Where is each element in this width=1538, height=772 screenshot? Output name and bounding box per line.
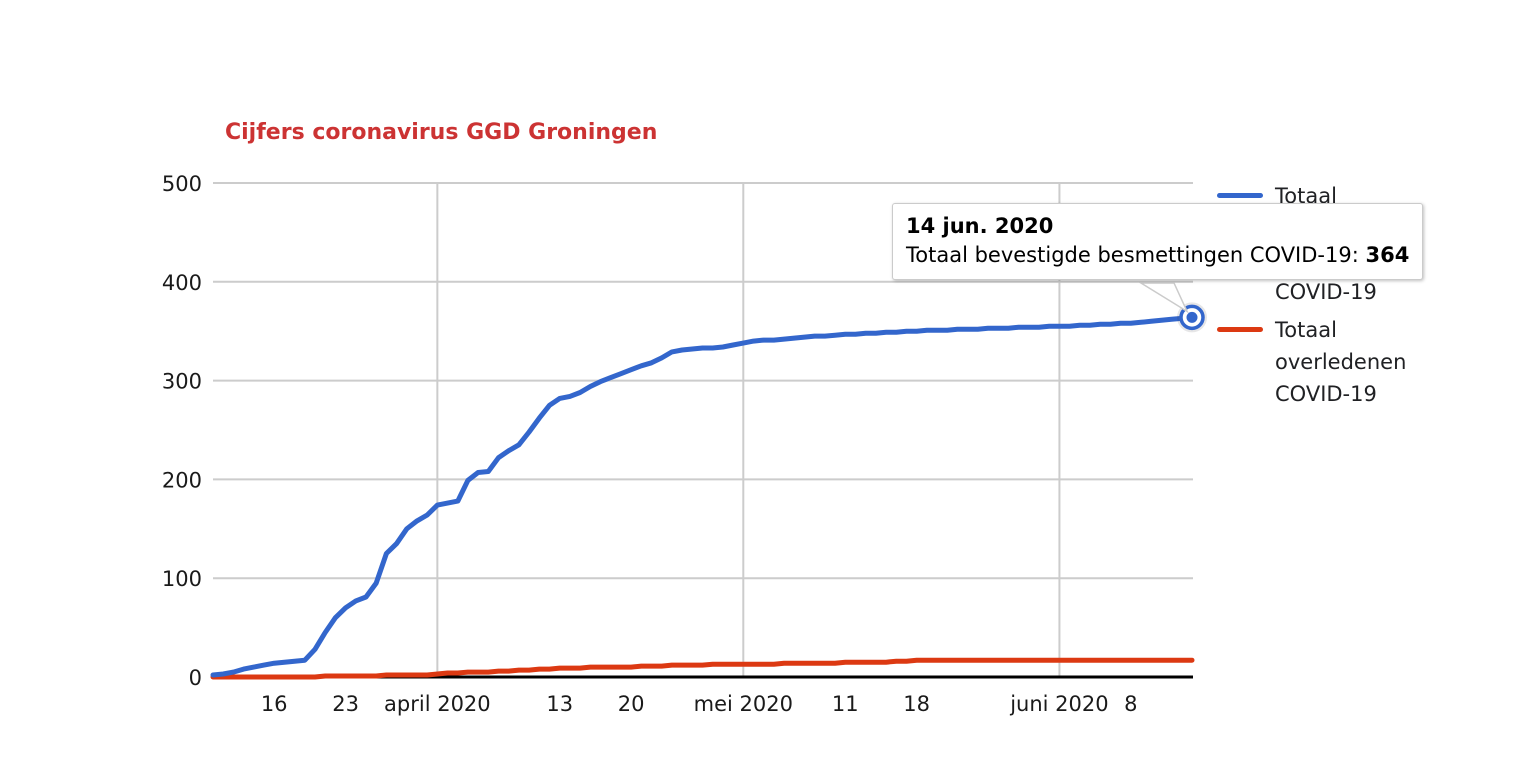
y-tick-label: 400 xyxy=(162,271,202,295)
legend-item-label: Totaal overledenen COVID-19 xyxy=(1275,318,1407,406)
y-tick-label: 300 xyxy=(162,370,202,394)
x-tick-label: 18 xyxy=(903,692,930,716)
tooltip-series-label: Totaal bevestigde besmettingen COVID-19: xyxy=(906,243,1359,267)
y-tick-label: 200 xyxy=(162,468,202,492)
x-tick-label: 16 xyxy=(261,692,288,716)
y-tick-label: 0 xyxy=(189,666,202,690)
legend-swatch-icon xyxy=(1217,193,1263,198)
legend-item: Totaal overledenen COVID-19 xyxy=(1217,314,1447,410)
y-tick-label: 100 xyxy=(162,567,202,591)
x-tick-label: april 2020 xyxy=(384,692,491,716)
x-tick-label: mei 2020 xyxy=(694,692,793,716)
x-tick-label: 23 xyxy=(332,692,359,716)
series-line-cases[interactable] xyxy=(210,314,1195,678)
chart-title: Cijfers coronavirus GGD Groningen xyxy=(225,120,658,145)
x-tick-label: 8 xyxy=(1124,692,1137,716)
tooltip: 14 jun. 2020 Totaal bevestigde besmettin… xyxy=(892,203,1424,280)
tooltip-value: 364 xyxy=(1365,243,1410,267)
tooltip-date: 14 jun. 2020 xyxy=(906,214,1054,238)
x-tick-label: 20 xyxy=(618,692,645,716)
x-tick-label: 13 xyxy=(546,692,573,716)
series-line-deaths[interactable] xyxy=(210,657,1195,680)
x-tick-label: 11 xyxy=(832,692,859,716)
x-tick-label: juni 2020 xyxy=(1009,692,1108,716)
selected-point-dot xyxy=(1186,311,1198,323)
tooltip-value-line: Totaal bevestigde besmettingen COVID-19:… xyxy=(906,243,1409,267)
legend-swatch-icon xyxy=(1217,327,1263,332)
tooltip-pointer xyxy=(1138,282,1189,314)
y-tick-label: 500 xyxy=(162,172,202,196)
